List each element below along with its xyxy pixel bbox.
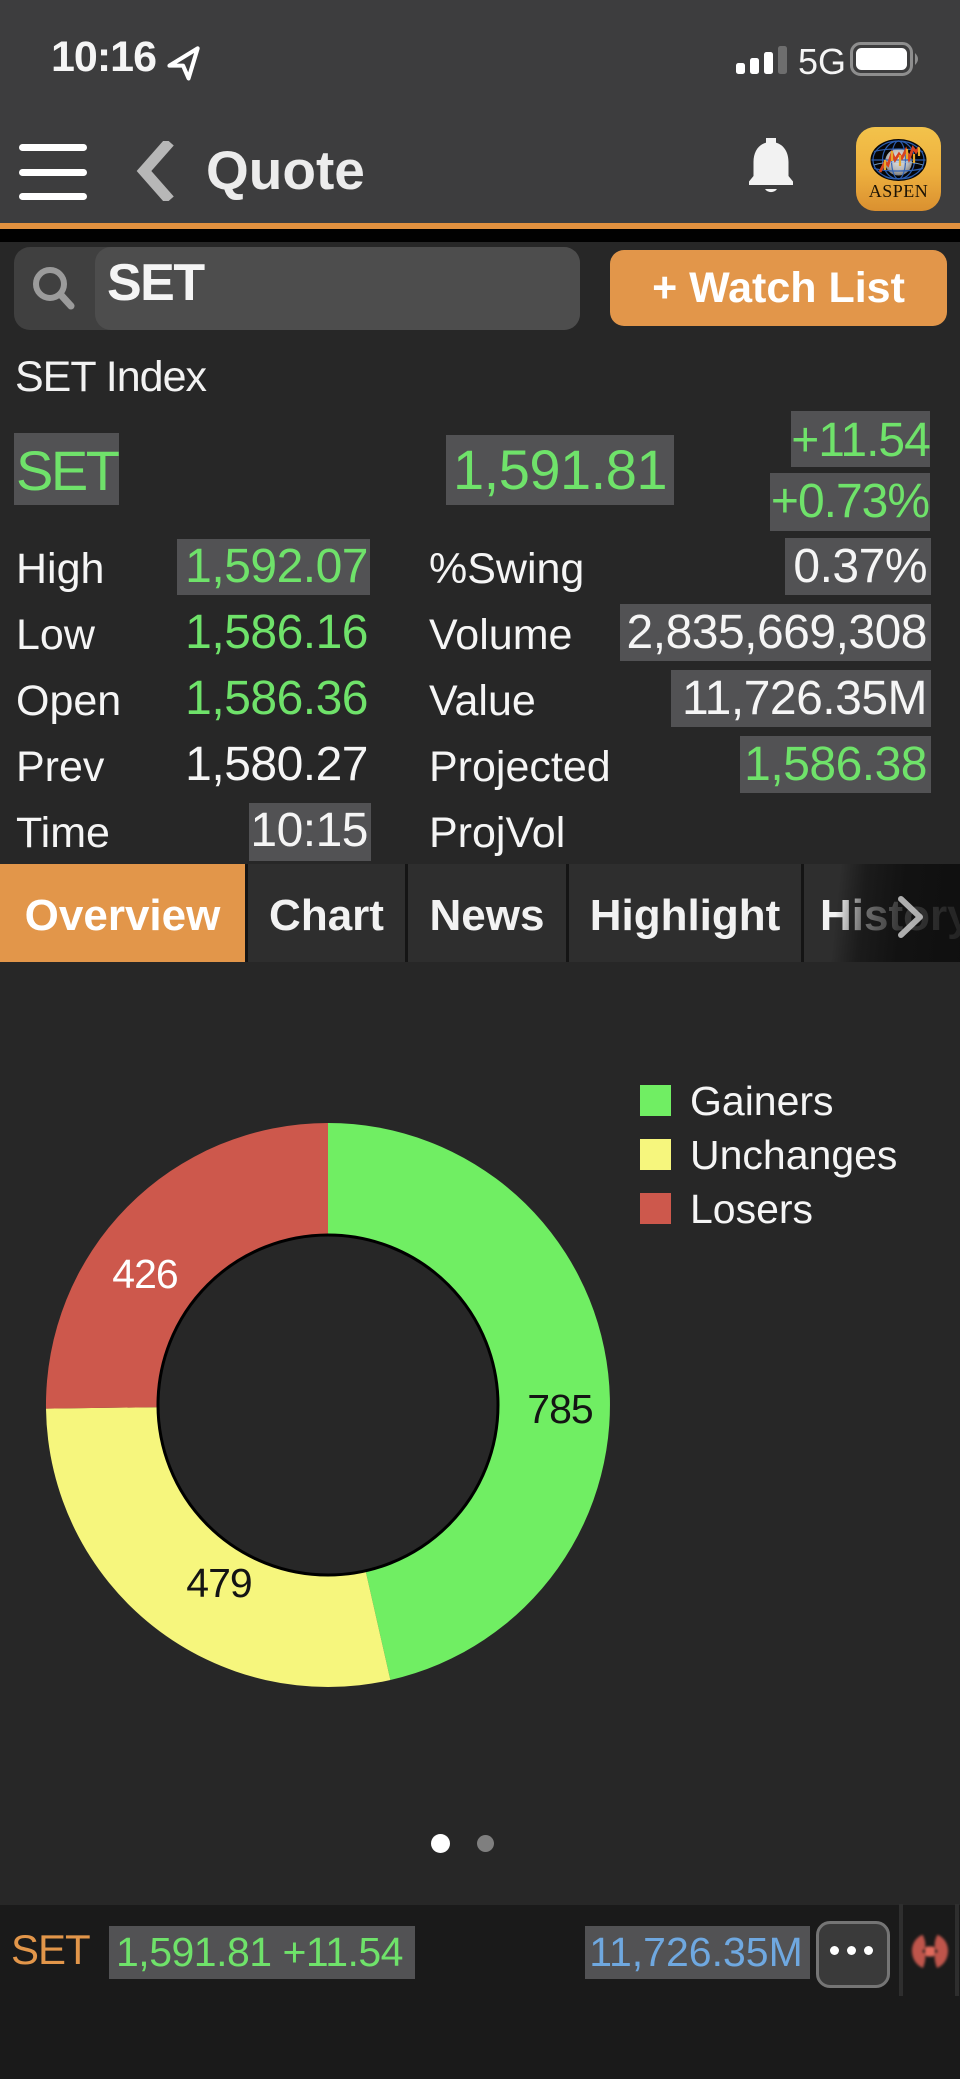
svg-text:785: 785 (527, 1386, 593, 1432)
svg-text:479: 479 (186, 1560, 251, 1606)
svg-text:ASPEN: ASPEN (869, 181, 929, 201)
svg-text:426: 426 (112, 1251, 177, 1297)
